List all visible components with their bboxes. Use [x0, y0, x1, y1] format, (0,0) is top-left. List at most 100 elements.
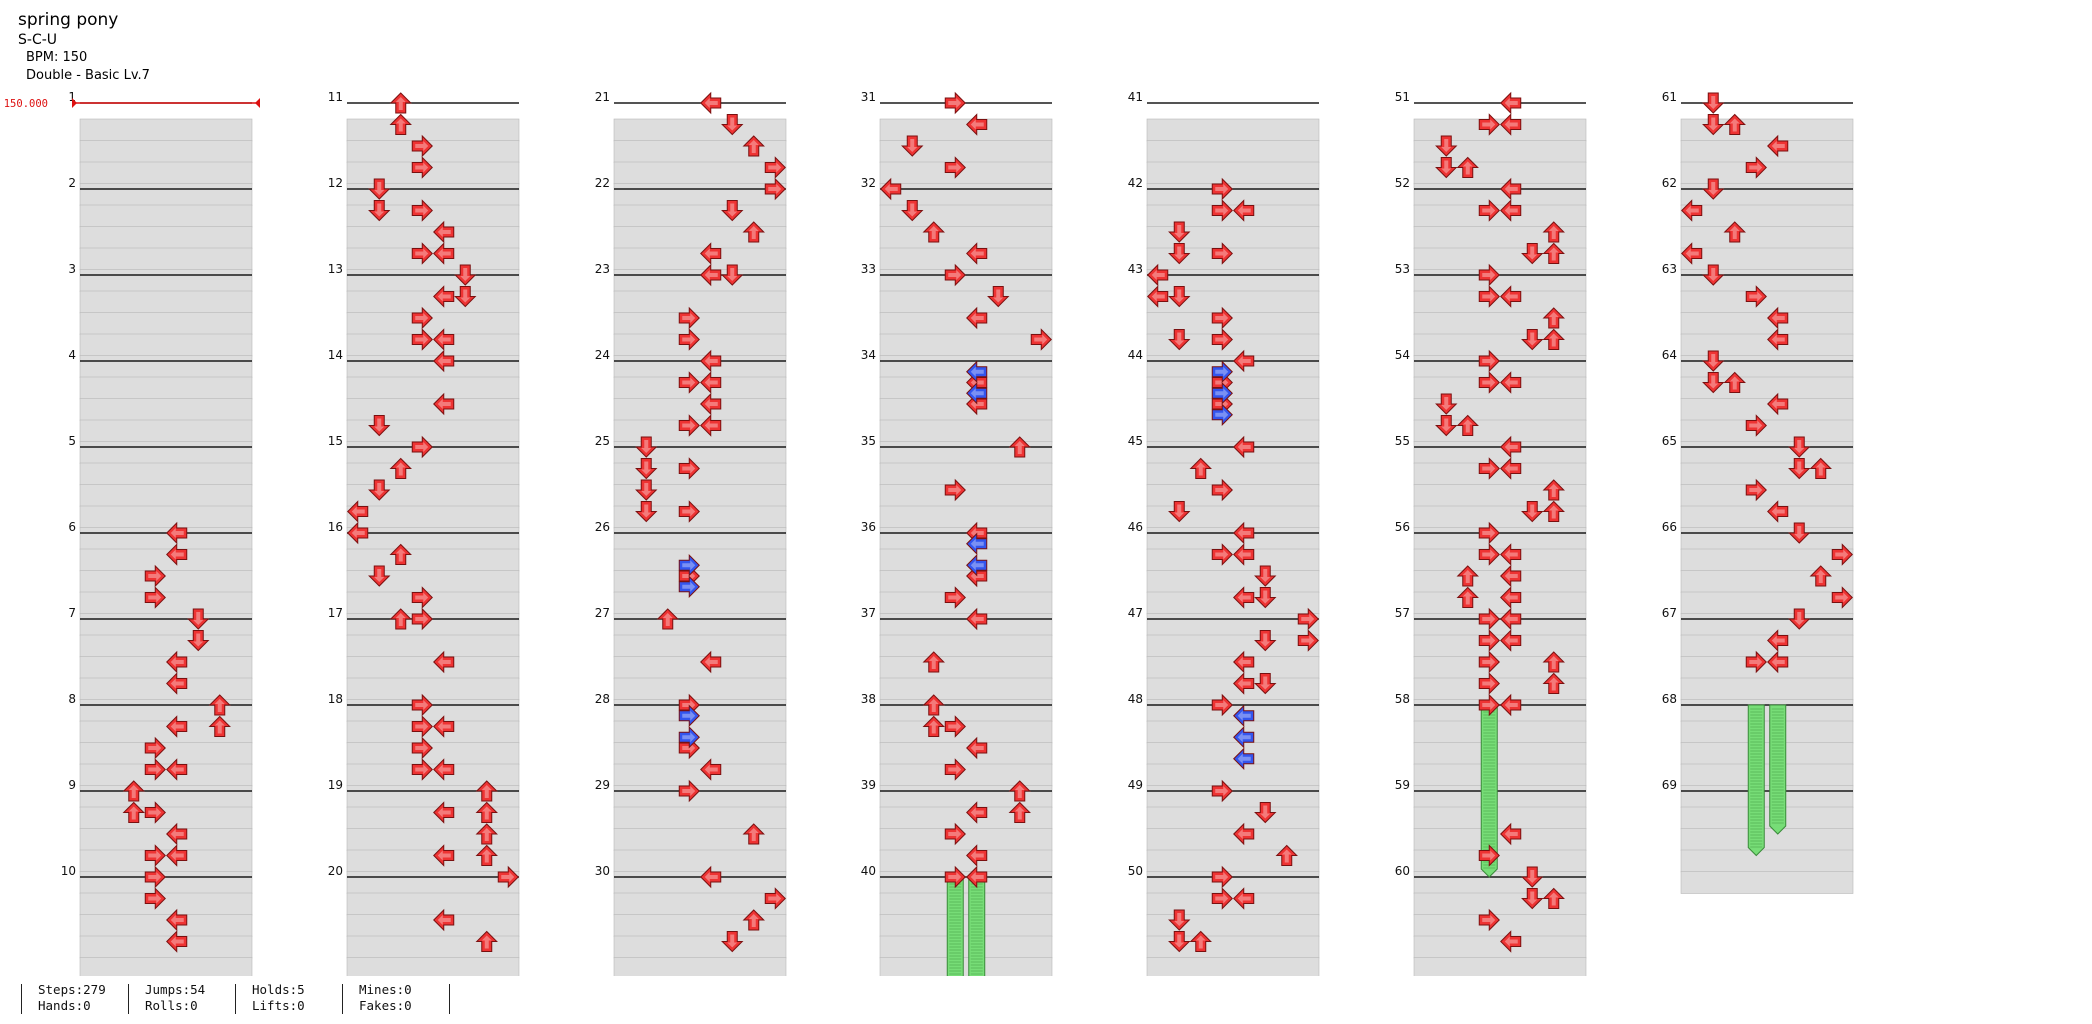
beat-band	[879, 935, 1053, 959]
arrow-right	[1211, 865, 1233, 889]
arrow-left	[700, 865, 722, 889]
beat-band	[1413, 269, 1587, 292]
arrow-right	[1478, 607, 1500, 631]
beat-band	[1680, 613, 1854, 636]
arrow-left	[1500, 457, 1522, 480]
arrow-down	[1521, 888, 1544, 910]
arrow-left	[1767, 392, 1789, 416]
measure-18: 18	[328, 692, 520, 808]
arrow-up	[656, 608, 679, 630]
measure-number: 14	[328, 348, 343, 362]
beat-band	[613, 591, 787, 615]
beat-band	[79, 656, 253, 679]
measure-number: 28	[595, 692, 610, 706]
stats-divider	[128, 984, 129, 1014]
arrow-left	[166, 908, 188, 932]
measure-number: 5	[68, 434, 76, 448]
beat-band	[613, 570, 787, 593]
beat-band	[1146, 914, 1320, 937]
arrow-right	[411, 156, 433, 179]
arrow-left	[1233, 435, 1255, 459]
arrow-right	[1211, 242, 1233, 265]
arrow-right	[1211, 199, 1233, 222]
arrow-up	[1189, 930, 1212, 952]
arrow-down	[1168, 329, 1191, 351]
measure-27: 27	[595, 606, 787, 722]
arrow-right	[678, 306, 700, 330]
arrow-right	[1478, 672, 1500, 695]
arrow-right	[678, 457, 700, 480]
arrow-down	[1168, 931, 1191, 953]
arrow-down	[635, 458, 658, 480]
measure-number: 47	[1128, 606, 1143, 620]
arrow-right	[144, 564, 166, 588]
arrow-left	[1233, 199, 1255, 222]
arrow-down	[187, 608, 210, 630]
beat-band	[1680, 656, 1854, 679]
arrow-up	[475, 844, 498, 866]
measure-3: 3	[68, 262, 253, 378]
beat-band	[1413, 441, 1587, 464]
arrow-right	[1478, 908, 1500, 932]
arrow-up	[1809, 457, 1832, 479]
arrow-right	[411, 715, 433, 738]
arrow-left	[966, 801, 988, 824]
arrow-left	[700, 242, 722, 265]
stat-jumps: Jumps:54	[145, 982, 206, 997]
beat-band	[613, 613, 787, 636]
arrow-up	[1542, 651, 1565, 673]
arrow-left	[166, 650, 188, 674]
arrow-left	[1500, 629, 1522, 652]
beat-band	[1146, 376, 1320, 400]
measure-number: 67	[1662, 606, 1677, 620]
arrow-up	[389, 113, 412, 135]
measure-41: 41	[1128, 90, 1320, 206]
measure-60: 60	[1395, 864, 1587, 976]
arrow-left	[1233, 747, 1255, 770]
arrow-left	[166, 822, 188, 846]
arrow-down	[454, 264, 477, 286]
arrow-down	[368, 178, 391, 200]
arrow-left	[1500, 586, 1522, 609]
beat-band	[1680, 527, 1854, 550]
arrow-down	[368, 415, 391, 437]
beat-band	[79, 914, 253, 937]
beat-band	[79, 742, 253, 765]
measure-number: 11	[328, 90, 343, 104]
beat-band	[879, 118, 1053, 142]
beat-band	[346, 677, 520, 701]
arrow-right	[944, 822, 966, 846]
arrow-right	[944, 758, 966, 781]
arrow-down	[187, 630, 210, 652]
beat-band	[1680, 161, 1854, 185]
beat-band	[879, 419, 1053, 443]
beat-band	[879, 871, 1053, 894]
beat-band	[1146, 763, 1320, 787]
beat-band	[879, 484, 1053, 507]
measure-14: 14	[328, 348, 520, 464]
beat-band	[346, 140, 520, 163]
measure-69: 69	[1662, 778, 1854, 894]
beat-band	[79, 269, 253, 292]
beat-band	[879, 247, 1053, 271]
arrow-right	[1478, 521, 1500, 545]
measure-number: 61	[1662, 90, 1677, 104]
beat-band	[879, 376, 1053, 400]
arrow-right	[944, 478, 966, 502]
beat-band	[346, 269, 520, 292]
arrow-right	[1831, 543, 1853, 566]
measure-50: 50	[1128, 864, 1320, 976]
arrow-up	[1542, 887, 1565, 909]
arrow-down	[1702, 114, 1725, 136]
arrow-left	[347, 521, 369, 545]
arrow-left	[966, 306, 988, 330]
beat-band	[346, 312, 520, 335]
arrow-left	[700, 758, 722, 781]
beat-band	[79, 226, 253, 249]
arrow-right	[1211, 360, 1233, 383]
arrow-right	[1745, 478, 1767, 502]
arrow-right	[1478, 113, 1500, 136]
song-artist: S-C-U	[18, 32, 58, 48]
arrow-right	[411, 199, 433, 222]
stats-divider	[342, 984, 343, 1014]
